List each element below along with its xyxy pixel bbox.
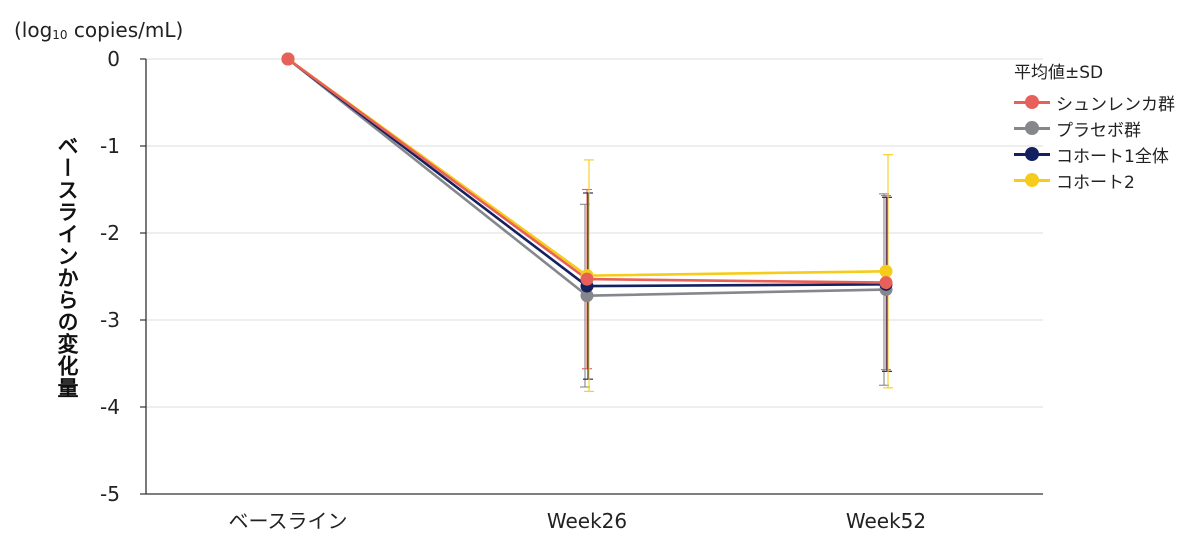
- y-tick-label: -1: [100, 134, 120, 158]
- legend-label: シュンレンカ群: [1056, 94, 1175, 115]
- legend-swatch: [1014, 146, 1050, 162]
- legend: 平均値±SD シュンレンカ群 プラセボ群コホート1全体 コホート2: [1014, 58, 1175, 193]
- data-point: [879, 264, 893, 278]
- y-tick-label: 0: [107, 47, 120, 71]
- legend-swatch: [1014, 94, 1050, 110]
- y-tick-labels: 0 -1 -2 -3 -4 -5: [100, 47, 120, 506]
- legend-swatch: [1014, 172, 1050, 188]
- legend-title: 平均値±SD: [1014, 63, 1104, 83]
- y-axis-title: ベースラインからの変化量: [55, 135, 79, 399]
- y-tick-label: -3: [100, 308, 120, 332]
- data-point: [879, 276, 893, 290]
- x-tick-label: ベースライン: [229, 509, 348, 533]
- legend-item: シュンレンカ群: [1014, 89, 1175, 115]
- x-tick-labels: ベースライン Week26 Week52: [229, 509, 927, 533]
- legend-swatch: [1014, 120, 1050, 136]
- y-unit-label: (log10 copies/mL): [14, 18, 184, 42]
- x-tick-label: Week52: [846, 509, 926, 533]
- legend-label: コホート1全体: [1056, 146, 1169, 167]
- data-point: [580, 272, 594, 286]
- y-tick-label: -4: [100, 395, 120, 419]
- y-tick-label: -2: [100, 221, 120, 245]
- axes: [140, 58, 1043, 495]
- legend-item: コホート1全体: [1014, 141, 1175, 167]
- legend-label: プラセボ群: [1056, 120, 1141, 141]
- x-tick-label: Week26: [547, 509, 627, 533]
- legend-item: プラセボ群: [1014, 115, 1175, 141]
- legend-item: コホート2: [1014, 167, 1175, 193]
- legend-items: シュンレンカ群 プラセボ群コホート1全体 コホート2: [1014, 89, 1175, 193]
- data-point: [281, 52, 295, 66]
- data-point: [580, 289, 594, 303]
- y-tick-label: -5: [100, 482, 120, 506]
- gridlines: [146, 58, 1043, 408]
- data-points: [281, 52, 893, 303]
- legend-label: コホート2: [1056, 172, 1135, 193]
